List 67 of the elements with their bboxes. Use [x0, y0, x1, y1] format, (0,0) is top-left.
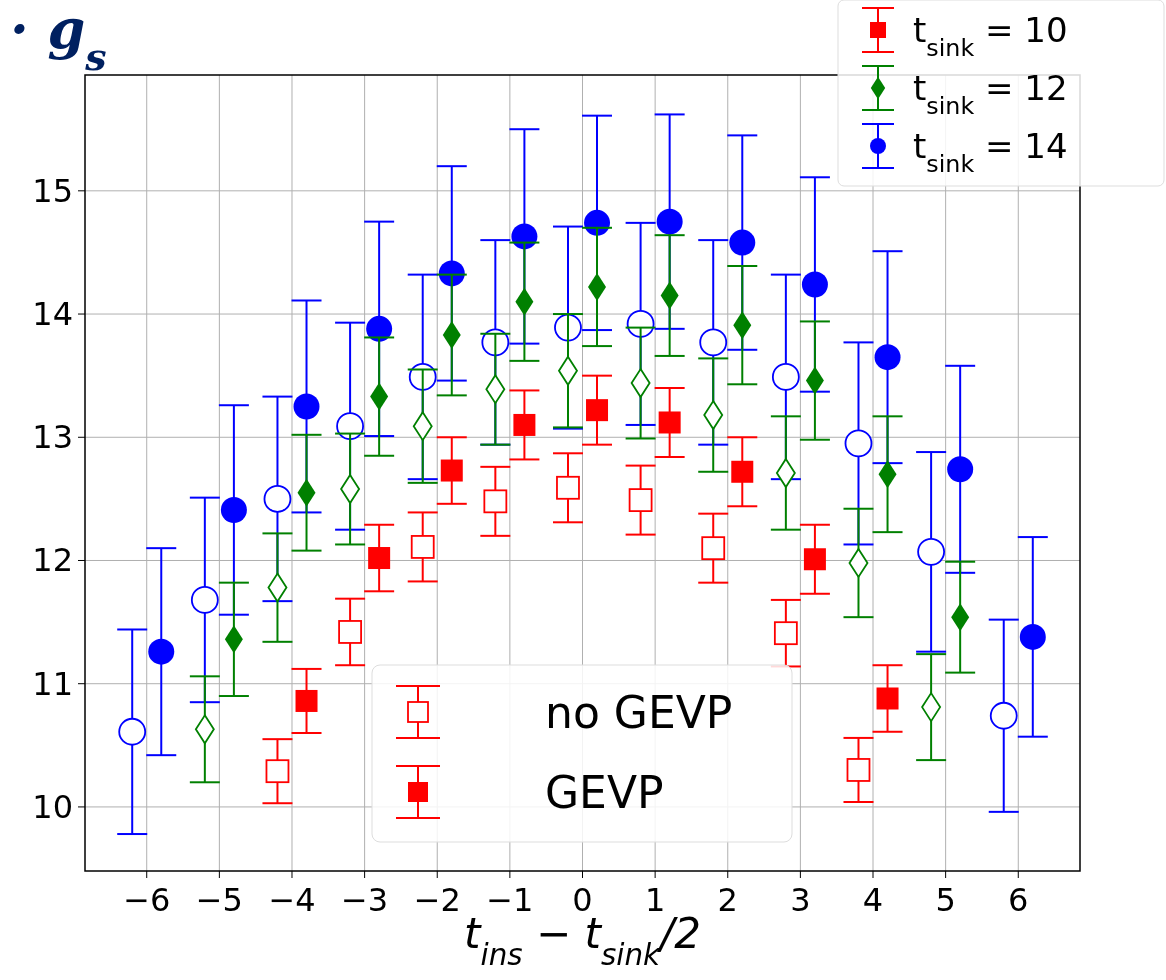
point — [989, 701, 1018, 730]
x-tick-label: −2 — [413, 881, 461, 919]
chart-title: · g$_{s}$ — [10, 0, 107, 79]
point — [336, 412, 364, 441]
point — [803, 548, 826, 571]
point — [848, 548, 869, 578]
point — [1019, 623, 1046, 650]
annotation: no GEVP — [545, 687, 733, 738]
x-tick-label: −4 — [268, 881, 316, 919]
x-tick-label: 2 — [717, 881, 738, 919]
point — [917, 537, 946, 566]
x-tick-label: 4 — [862, 881, 884, 919]
point — [338, 620, 362, 644]
point — [368, 547, 391, 570]
legend-label: t$_{sink}$ = 14 — [913, 126, 1068, 178]
y-tick-label: 11 — [32, 664, 73, 703]
point — [295, 689, 318, 712]
y-tick-label: 13 — [32, 418, 73, 457]
y-tick-label: 15 — [32, 171, 73, 210]
point — [846, 758, 871, 782]
point — [703, 400, 724, 430]
point — [263, 484, 292, 513]
point — [731, 460, 754, 483]
point — [483, 489, 508, 514]
point — [699, 328, 728, 357]
point — [874, 344, 901, 371]
point — [366, 315, 393, 342]
point — [775, 458, 796, 488]
point — [628, 488, 653, 513]
point — [293, 393, 320, 420]
legend-label: t$_{sink}$ = 12 — [913, 68, 1068, 120]
point — [656, 208, 683, 235]
point — [265, 759, 290, 784]
x-tick-label: 3 — [790, 881, 811, 919]
point — [771, 362, 800, 391]
y-tick-label: 10 — [32, 787, 73, 826]
point — [658, 411, 681, 434]
point — [773, 621, 798, 646]
point — [118, 717, 147, 746]
x-tick-label: −5 — [195, 881, 243, 919]
x-tick-label: 1 — [644, 881, 666, 919]
point — [729, 229, 756, 256]
annotation: GEVP — [545, 767, 664, 818]
point — [630, 368, 651, 398]
point — [410, 535, 435, 559]
x-tick-label: 5 — [935, 881, 956, 919]
point — [876, 687, 899, 710]
legend-label: t$_{sink}$ = 10 — [913, 10, 1068, 62]
point — [554, 313, 582, 342]
y-tick-label: 14 — [32, 295, 73, 334]
point — [148, 638, 175, 665]
x-tick-label: 6 — [1008, 881, 1029, 919]
point — [801, 271, 828, 298]
point — [513, 413, 536, 436]
y-tick-label: 12 — [32, 541, 73, 580]
point — [440, 459, 463, 482]
x-tick-label: 0 — [572, 881, 593, 919]
point — [556, 475, 580, 500]
point — [844, 429, 873, 458]
point — [701, 536, 726, 561]
x-tick-label: −6 — [123, 881, 171, 919]
point — [586, 399, 609, 422]
x-tick-label: −3 — [341, 881, 389, 919]
x-tick-label: −1 — [486, 881, 534, 919]
point — [190, 586, 219, 614]
point — [220, 496, 247, 523]
point — [947, 456, 974, 483]
